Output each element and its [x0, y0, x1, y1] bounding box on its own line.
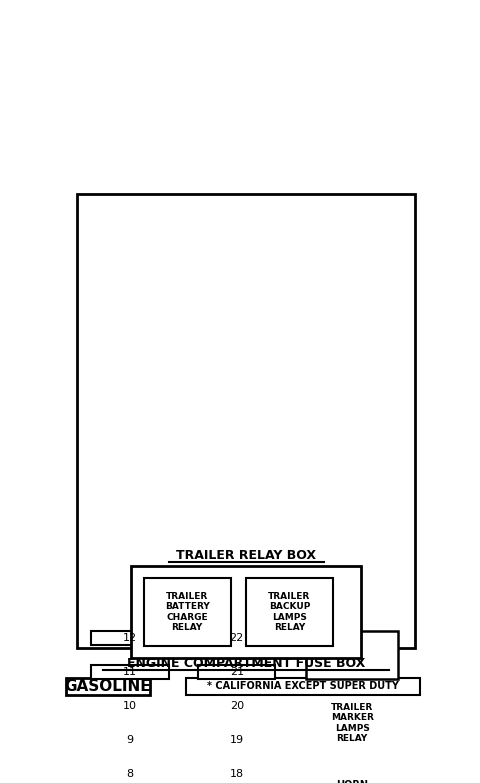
FancyBboxPatch shape	[186, 677, 420, 695]
Text: 8: 8	[126, 769, 133, 779]
FancyBboxPatch shape	[306, 699, 398, 747]
Text: 9: 9	[126, 735, 133, 745]
Text: 21: 21	[229, 667, 244, 677]
FancyBboxPatch shape	[198, 699, 276, 713]
Text: TRAILER
BACKUP
LAMPS
RELAY: TRAILER BACKUP LAMPS RELAY	[268, 592, 311, 632]
Text: 18: 18	[229, 769, 244, 779]
Text: 11: 11	[123, 667, 137, 677]
FancyBboxPatch shape	[198, 631, 276, 645]
Text: GASOLINE: GASOLINE	[65, 679, 151, 694]
Text: 20: 20	[229, 701, 244, 711]
FancyBboxPatch shape	[246, 579, 333, 646]
FancyBboxPatch shape	[306, 767, 398, 783]
FancyBboxPatch shape	[66, 677, 150, 695]
Text: 22: 22	[229, 633, 244, 644]
FancyBboxPatch shape	[306, 631, 398, 679]
Text: TRAILER
MARKER
LAMPS
RELAY: TRAILER MARKER LAMPS RELAY	[331, 703, 373, 743]
Text: HORN
RELAY: HORN RELAY	[335, 780, 369, 783]
Text: 10: 10	[123, 701, 137, 711]
FancyBboxPatch shape	[91, 733, 168, 747]
Text: TRAILER
BATTERY
CHARGE
RELAY: TRAILER BATTERY CHARGE RELAY	[165, 592, 209, 632]
FancyBboxPatch shape	[144, 579, 230, 646]
FancyBboxPatch shape	[91, 699, 168, 713]
FancyBboxPatch shape	[91, 666, 168, 679]
Text: ENGINE COMPARTMENT FUSE BOX: ENGINE COMPARTMENT FUSE BOX	[127, 657, 365, 670]
FancyBboxPatch shape	[91, 767, 168, 781]
FancyBboxPatch shape	[77, 194, 415, 648]
Text: 19: 19	[229, 735, 244, 745]
FancyBboxPatch shape	[198, 733, 276, 747]
FancyBboxPatch shape	[132, 566, 360, 659]
Text: * CALIFORNIA EXCEPT SUPER DUTY: * CALIFORNIA EXCEPT SUPER DUTY	[206, 681, 398, 691]
FancyBboxPatch shape	[198, 666, 276, 679]
FancyBboxPatch shape	[91, 631, 168, 645]
Text: TRAILER RELAY BOX: TRAILER RELAY BOX	[176, 550, 316, 562]
FancyBboxPatch shape	[198, 767, 276, 781]
Text: 12: 12	[123, 633, 137, 644]
